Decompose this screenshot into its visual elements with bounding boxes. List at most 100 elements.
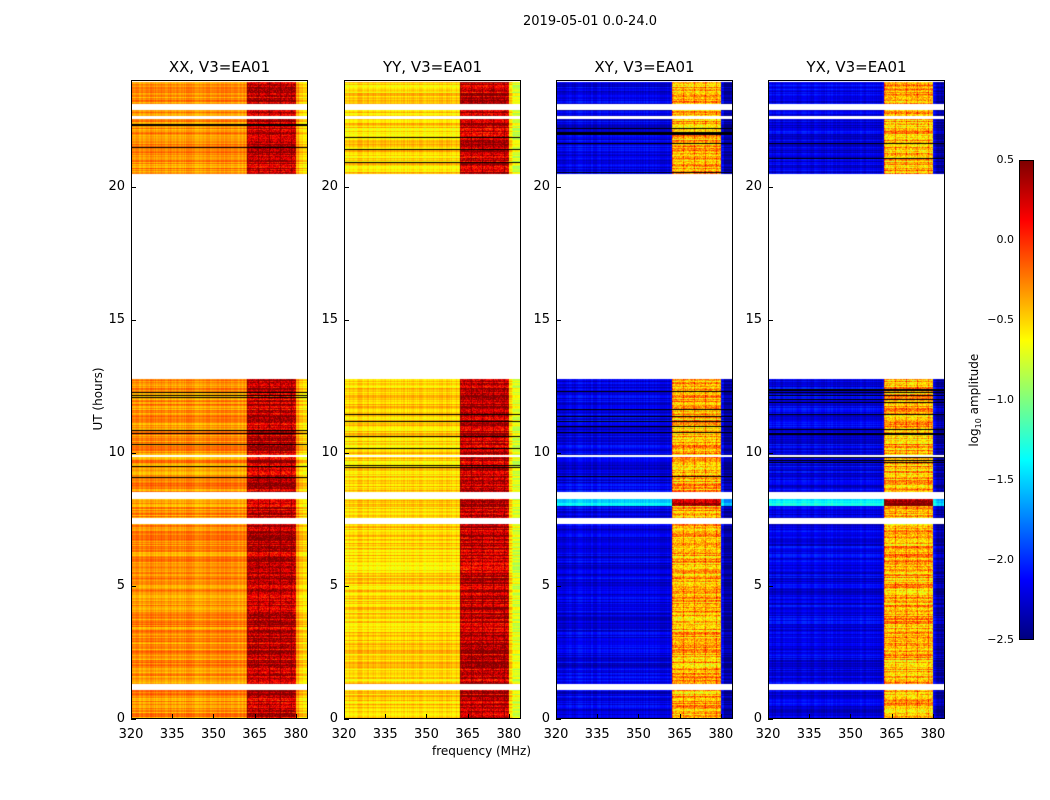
y-tick-label: 15 [321,311,338,327]
y-tick-label: 0 [753,711,762,726]
x-tick-mark [508,714,510,719]
y-tick-label: 0 [541,711,550,726]
y-tick-mark [344,319,349,321]
y-tick-mark [131,452,136,454]
x-tick-label: 335 [796,727,822,742]
heatmap-panel: YX, V3=EA01 320 335 350 365 380 0 5 10 15 20 [745,58,945,742]
axes-frame [344,80,521,719]
x-tick-mark [768,714,769,719]
y-tick-label: 5 [541,577,550,593]
x-tick-label: 365 [879,727,905,742]
x-tick-mark [213,714,215,719]
y-tick-mark [768,585,773,587]
y-tick-label: 5 [116,577,125,593]
x-tick-label: 380 [708,727,734,742]
y-axis-label: UT (hours) [91,367,105,431]
y-tick-mark [768,319,773,321]
y-tick-label: 20 [745,178,762,194]
heatmap-panel: XY, V3=EA01 320 335 350 365 380 0 5 10 15 20 [533,58,733,742]
y-tick-label: 15 [533,311,550,327]
panel-title: YY, V3=EA01 [382,58,483,76]
x-tick-mark [344,714,345,719]
colorbar-tick-label: 0.5 [996,153,1015,166]
x-tick-label: 365 [667,727,693,742]
x-tick-label: 365 [455,727,481,742]
x-tick-mark [932,714,934,719]
x-tick-mark [254,714,256,719]
y-tick-label: 5 [329,577,338,593]
y-tick-label: 10 [533,444,550,460]
x-tick-mark [679,714,681,719]
x-tick-label: 320 [331,727,357,742]
y-tick-mark [344,452,349,454]
y-tick-label: 20 [108,178,125,194]
y-tick-mark [344,719,349,720]
colorbar-tick-label: −1.0 [987,393,1014,406]
x-tick-label: 350 [838,727,863,742]
x-tick-mark [385,714,387,719]
axes-frame [556,80,733,719]
x-tick-mark [891,714,893,719]
panel-title: XY, V3=EA01 [594,58,695,76]
figure-title: 2019-05-01 0.0-24.0 [523,14,657,29]
y-tick-mark [768,452,773,454]
y-tick-label: 10 [745,444,762,460]
x-tick-mark [556,714,557,719]
x-tick-mark [172,714,174,719]
axes-frame [131,80,308,719]
y-tick-label: 0 [329,711,338,726]
y-tick-label: 15 [108,311,125,327]
y-tick-label: 20 [533,178,550,194]
y-tick-label: 20 [321,178,338,194]
y-tick-mark [131,719,136,720]
y-tick-label: 5 [753,577,762,593]
y-tick-mark [131,319,136,321]
colorbar-tick-label: −2.5 [987,633,1014,646]
x-tick-mark [131,714,132,719]
x-tick-mark [597,714,599,719]
panel-title: XX, V3=EA01 [168,58,271,76]
x-tick-label: 380 [283,727,309,742]
y-tick-label: 10 [321,444,338,460]
x-axis-label: frequency (MHz) [432,744,532,758]
x-tick-mark [426,714,428,719]
y-tick-mark [556,319,561,321]
x-tick-label: 350 [414,727,439,742]
colorbar-tick-label: −2.0 [987,553,1014,566]
x-tick-label: 350 [626,727,651,742]
colorbar-tick-label: −1.5 [987,473,1014,486]
x-tick-mark [295,714,297,719]
x-tick-label: 335 [584,727,610,742]
y-tick-mark [556,452,561,454]
colorbar [1019,160,1034,640]
heatmap-panel: XX, V3=EA01 320 335 350 365 380 0 5 10 15 20 [108,58,308,742]
y-tick-mark [344,186,349,188]
x-tick-label: 380 [920,727,946,742]
y-tick-mark [556,186,561,188]
y-tick-label: 15 [745,311,762,327]
y-tick-mark [768,186,773,188]
heatmap-image [556,80,733,719]
heatmap-image [768,80,945,719]
x-tick-mark [850,714,852,719]
x-tick-label: 335 [372,727,398,742]
x-tick-mark [720,714,722,719]
x-tick-label: 320 [755,727,781,742]
y-tick-mark [556,719,561,720]
y-tick-mark [556,585,561,587]
x-tick-label: 365 [242,727,268,742]
x-tick-label: 320 [118,727,144,742]
x-tick-label: 350 [201,727,226,742]
axes-frame [768,80,945,719]
heatmap-panel: YY, V3=EA01 320 335 350 365 380 0 5 10 15 20 [321,58,521,742]
heatmap-image [344,80,521,719]
y-tick-mark [131,585,136,587]
y-tick-mark [131,186,136,188]
x-tick-label: 320 [543,727,569,742]
x-tick-mark [467,714,469,719]
x-tick-label: 335 [159,727,185,742]
y-tick-mark [768,719,773,720]
y-tick-mark [344,585,349,587]
y-tick-label: 0 [116,711,125,726]
